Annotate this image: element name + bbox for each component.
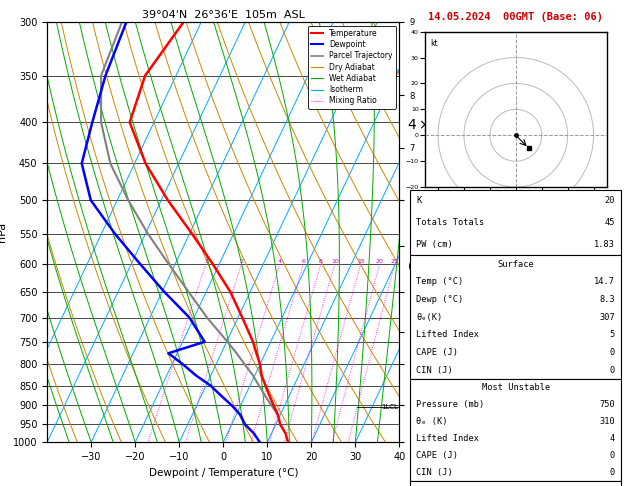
Text: 20: 20 [376, 259, 384, 264]
Y-axis label: hPa: hPa [0, 222, 8, 242]
Text: PW (cm): PW (cm) [416, 240, 454, 249]
Text: 45: 45 [604, 218, 615, 227]
Text: 1: 1 [204, 259, 208, 264]
Text: © weatheronline.co.uk: © weatheronline.co.uk [467, 471, 564, 480]
Text: 4: 4 [278, 259, 282, 264]
Text: CIN (J): CIN (J) [416, 468, 454, 477]
Text: 15: 15 [357, 259, 365, 264]
Text: 25: 25 [391, 259, 399, 264]
Text: Totals Totals: Totals Totals [416, 218, 485, 227]
Text: 14.05.2024  00GMT (Base: 06): 14.05.2024 00GMT (Base: 06) [428, 12, 603, 22]
Text: 2: 2 [240, 259, 243, 264]
Text: θₑ(K): θₑ(K) [416, 312, 443, 322]
Text: 0: 0 [610, 451, 615, 460]
Text: Dewp (°C): Dewp (°C) [416, 295, 464, 304]
Text: 8.3: 8.3 [599, 295, 615, 304]
Text: 10: 10 [331, 259, 338, 264]
Text: 0: 0 [610, 366, 615, 375]
Text: 1.83: 1.83 [594, 240, 615, 249]
Title: 39°04'N  26°36'E  105m  ASL: 39°04'N 26°36'E 105m ASL [142, 10, 304, 20]
Text: 310: 310 [599, 417, 615, 426]
Text: Surface: Surface [498, 260, 534, 268]
Y-axis label: km
ASL: km ASL [459, 232, 474, 251]
Text: Temp (°C): Temp (°C) [416, 277, 464, 286]
Text: Most Unstable: Most Unstable [482, 383, 550, 392]
Text: Lifted Index: Lifted Index [416, 434, 479, 443]
Legend: Temperature, Dewpoint, Parcel Trajectory, Dry Adiabat, Wet Adiabat, Isotherm, Mi: Temperature, Dewpoint, Parcel Trajectory… [308, 26, 396, 108]
Text: kt: kt [430, 39, 438, 49]
Text: 6: 6 [301, 259, 306, 264]
Text: 0: 0 [610, 348, 615, 357]
Text: Lifted Index: Lifted Index [416, 330, 479, 339]
X-axis label: Dewpoint / Temperature (°C): Dewpoint / Temperature (°C) [148, 468, 298, 478]
Text: Mixing Ratio (g/kg): Mixing Ratio (g/kg) [423, 192, 432, 272]
Text: 14.7: 14.7 [594, 277, 615, 286]
Text: 20: 20 [604, 196, 615, 205]
Text: CAPE (J): CAPE (J) [416, 451, 459, 460]
Text: 307: 307 [599, 312, 615, 322]
Text: 750: 750 [599, 400, 615, 409]
Text: θₑ (K): θₑ (K) [416, 417, 448, 426]
Text: CAPE (J): CAPE (J) [416, 348, 459, 357]
Text: 5: 5 [610, 330, 615, 339]
Text: Pressure (mb): Pressure (mb) [416, 400, 485, 409]
Text: K: K [416, 196, 421, 205]
Text: CIN (J): CIN (J) [416, 366, 454, 375]
Text: 0: 0 [610, 468, 615, 477]
Text: 1LCL: 1LCL [381, 404, 398, 410]
Text: 8: 8 [319, 259, 323, 264]
Text: 4: 4 [610, 434, 615, 443]
